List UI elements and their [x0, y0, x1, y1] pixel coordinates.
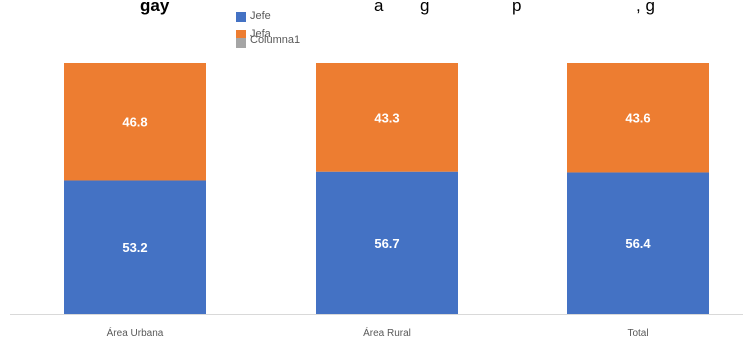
legend-swatch-columna1 — [236, 38, 246, 48]
legend-item-jefe: Jefe — [236, 10, 300, 23]
legend-swatch-jefa — [236, 30, 246, 40]
data-label-jefe-area-rural: 56.7 — [374, 236, 399, 251]
legend-label-jefa: Jefa — [250, 28, 271, 40]
chart-legend: Jefe Jefa Columna1 — [236, 10, 301, 48]
bar-jefe-area-rural — [316, 171, 458, 314]
x-tick-label-area-urbana: Área Urbana — [107, 326, 164, 338]
chart-title-fragment: p — [512, 0, 522, 15]
data-label-jefa-area-urbana: 46.8 — [122, 115, 147, 130]
bar-jefa-area-urbana — [64, 63, 206, 181]
chart-title-fragment: , g — [636, 0, 655, 15]
x-tick-label-area-rural: Área Rural — [363, 326, 411, 338]
legend-swatch-jefe — [236, 12, 246, 22]
legend-item-jefa: Jefa — [236, 28, 300, 41]
chart-title-fragment: a — [374, 0, 384, 15]
data-label-jefe-total: 56.4 — [625, 236, 651, 251]
bar-jefe-total — [567, 172, 709, 314]
chart-title-fragment: gay — [140, 0, 170, 15]
data-label-jefe-area-urbana: 53.2 — [122, 240, 147, 255]
data-label-jefa-total: 43.6 — [625, 111, 650, 126]
legend-label-jefe: Jefe — [250, 10, 271, 22]
data-label-jefa-area-rural: 43.3 — [374, 110, 399, 125]
chart-title-fragment: g — [420, 0, 430, 15]
bar-jefa-total — [567, 63, 709, 173]
x-tick-label-total: Total — [627, 328, 648, 338]
legend-label-columna1: Columna1 — [250, 34, 301, 46]
bar-jefe-area-urbana — [64, 180, 206, 314]
legend-item-columna1: Columna1 — [236, 34, 301, 48]
bar-jefa-area-rural — [316, 63, 458, 172]
